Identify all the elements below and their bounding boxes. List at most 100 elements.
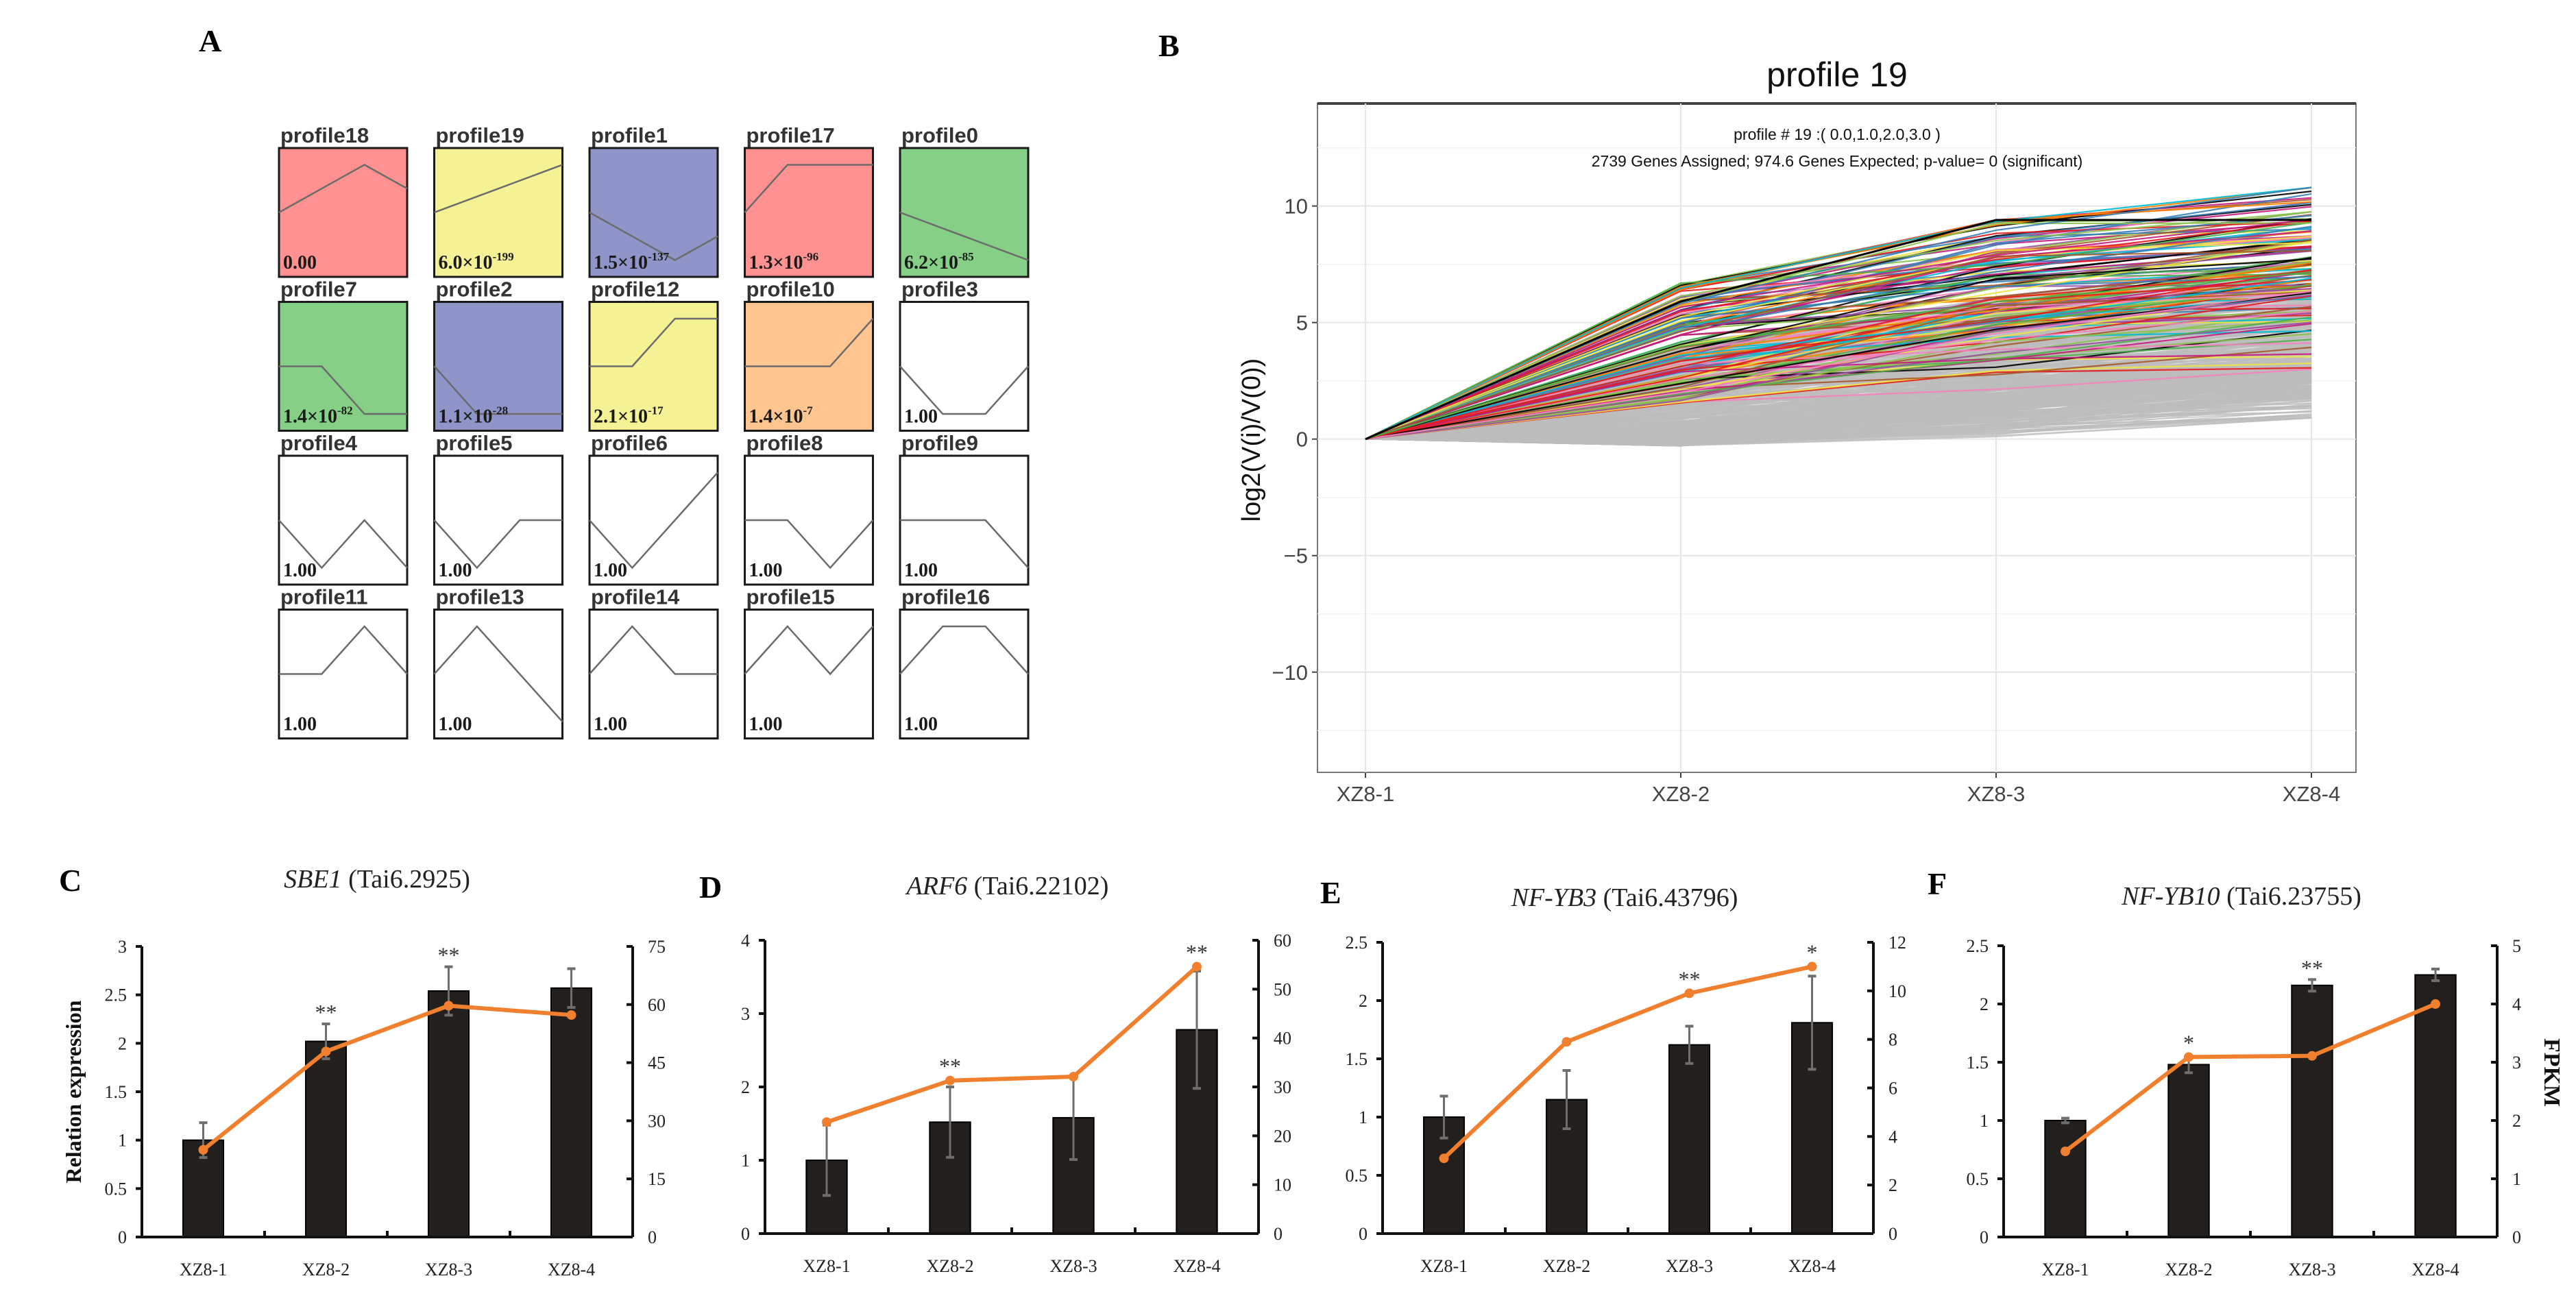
profile-name: profile10 xyxy=(746,278,835,302)
p-value: 1.00 xyxy=(283,714,317,735)
profile-trend-line xyxy=(433,365,563,415)
gene-id: (Tai6.23755) xyxy=(2220,882,2361,911)
p-value-base: 1.4×10 xyxy=(749,406,803,428)
p-value-base: 1.4×10 xyxy=(283,406,337,428)
p-value-base: 0.00 xyxy=(283,252,317,273)
p-value-base: 1.3×10 xyxy=(749,252,803,273)
p-value: 1.3×10-96 xyxy=(749,250,819,273)
profile-box xyxy=(899,301,1030,432)
y-tick-label: −10 xyxy=(1272,661,1308,685)
y-tick-label: 0.5 xyxy=(105,1179,127,1199)
x-tick-label: XZ8-1 xyxy=(180,1260,227,1279)
y-tick-label: 0 xyxy=(1980,1227,1989,1247)
y-tick-label: 1 xyxy=(118,1131,127,1151)
p-value-exponent: -28 xyxy=(492,404,508,417)
gene-line xyxy=(1365,271,2312,440)
profile-trend-line xyxy=(899,211,1029,261)
profile-trend-line xyxy=(279,625,408,675)
x-tick-label: XZ8-4 xyxy=(1788,1256,1836,1276)
profile-box xyxy=(433,147,563,278)
gene-line xyxy=(1365,290,2312,440)
gene-line xyxy=(1365,220,2312,440)
y2-tick-label: 0 xyxy=(1274,1224,1283,1244)
x-tick-label: XZ8-2 xyxy=(926,1256,973,1276)
profile-cell: profile15 1.00 xyxy=(744,585,874,739)
gene-line xyxy=(1365,406,2312,446)
panel-label-c: C xyxy=(59,863,82,898)
y2-tick-label: 8 xyxy=(1888,1030,1897,1050)
y-tick-label: 5 xyxy=(1296,311,1308,335)
fpkm-line xyxy=(2064,1002,2437,1153)
x-tick-label: XZ8-3 xyxy=(1967,782,2025,806)
fpkm-point xyxy=(198,1144,208,1155)
y2-tick-label: 30 xyxy=(648,1111,666,1131)
gene-id: (Tai6.2925) xyxy=(342,865,470,894)
profile-name: profile13 xyxy=(436,585,524,609)
y-tick-label: 1.5 xyxy=(1346,1049,1368,1069)
profile-cell: profile9 1.00 xyxy=(899,431,1030,586)
profile-cell: profile5 1.00 xyxy=(433,431,563,586)
profile-cell: profile13 1.00 xyxy=(433,585,563,739)
fpkm-point xyxy=(822,1117,831,1127)
panel-label-e: E xyxy=(1320,875,1341,910)
profile-box xyxy=(744,609,874,739)
profile-box xyxy=(278,454,409,586)
y-tick-label: 3 xyxy=(118,937,127,957)
p-value: 1.5×10-137 xyxy=(594,250,670,273)
y2-tick-label: 4 xyxy=(2512,994,2521,1014)
y-tick-label: 0 xyxy=(1359,1224,1368,1244)
panel-label-d: D xyxy=(699,870,722,905)
p-value: 2.1×10-17 xyxy=(594,404,664,428)
sbe1-bar-chart: SBE1 (Tai6.2925) XZ8-1 XZ8-2 XZ8-3 XZ8-4 ** **… xyxy=(61,865,666,1279)
y2-tick-label: 2 xyxy=(1888,1175,1897,1195)
y2-tick-label: 50 xyxy=(1274,979,1291,999)
profile-box xyxy=(588,147,719,278)
profile-name: profile14 xyxy=(591,585,680,609)
fpkm-point xyxy=(2184,1052,2194,1062)
profile-cell: profile6 1.00 xyxy=(588,431,719,586)
fpkm-point xyxy=(321,1046,331,1057)
chart-title: NF-YB3 (Tai6.43796) xyxy=(1511,883,1738,912)
p-value: 1.00 xyxy=(594,560,627,581)
y2-tick-label: 0 xyxy=(2512,1227,2521,1247)
p-value-base: 1.00 xyxy=(749,560,783,581)
gene-line xyxy=(1365,292,2312,440)
fpkm-point xyxy=(1192,962,1202,972)
p-value: 6.2×10-85 xyxy=(904,250,974,273)
chart-title: profile 19 xyxy=(1766,56,1908,94)
profile-name: profile18 xyxy=(280,123,369,147)
x-tick-label: XZ8-2 xyxy=(2165,1260,2212,1279)
significance-mark: * xyxy=(1807,940,1818,964)
p-value-base: 6.2×10 xyxy=(904,252,958,273)
p-value-base: 1.00 xyxy=(904,560,938,581)
fpkm-line xyxy=(1442,964,1813,1160)
gene-id: (Tai6.22102) xyxy=(967,872,1108,901)
profile-cell: profile19 6.0×10-199 xyxy=(433,123,563,278)
gene-line xyxy=(1365,366,2312,440)
expression-bar xyxy=(1668,1044,1711,1234)
gene-line xyxy=(1365,357,2312,440)
p-value-exponent: -7 xyxy=(803,404,813,417)
y2-tick-label: 40 xyxy=(1274,1029,1291,1049)
profile-name: profile12 xyxy=(591,278,679,302)
x-tick-label: XZ8-1 xyxy=(1337,782,1394,806)
p-value: 1.00 xyxy=(904,406,938,428)
fpkm-point xyxy=(1439,1153,1449,1164)
fpkm-point xyxy=(945,1075,955,1086)
profile-trend-line xyxy=(899,625,1029,675)
y2-tick-label: 4 xyxy=(1888,1127,1897,1147)
panel-label-b: B xyxy=(1158,28,1180,63)
y2-tick-label: 30 xyxy=(1274,1077,1291,1097)
p-value: 1.00 xyxy=(283,560,317,581)
fpkm-point xyxy=(1684,988,1694,999)
x-tick-label: XZ8-4 xyxy=(548,1260,595,1279)
profile-trend-line xyxy=(279,365,407,415)
y2-tick-label: 20 xyxy=(1274,1126,1291,1146)
gene-line xyxy=(1365,258,2312,440)
panel-label-f: F xyxy=(1928,866,1947,901)
significance-mark: ** xyxy=(2301,955,2323,980)
p-value-exponent: -137 xyxy=(648,250,670,263)
y-tick-label: 0 xyxy=(741,1224,750,1244)
